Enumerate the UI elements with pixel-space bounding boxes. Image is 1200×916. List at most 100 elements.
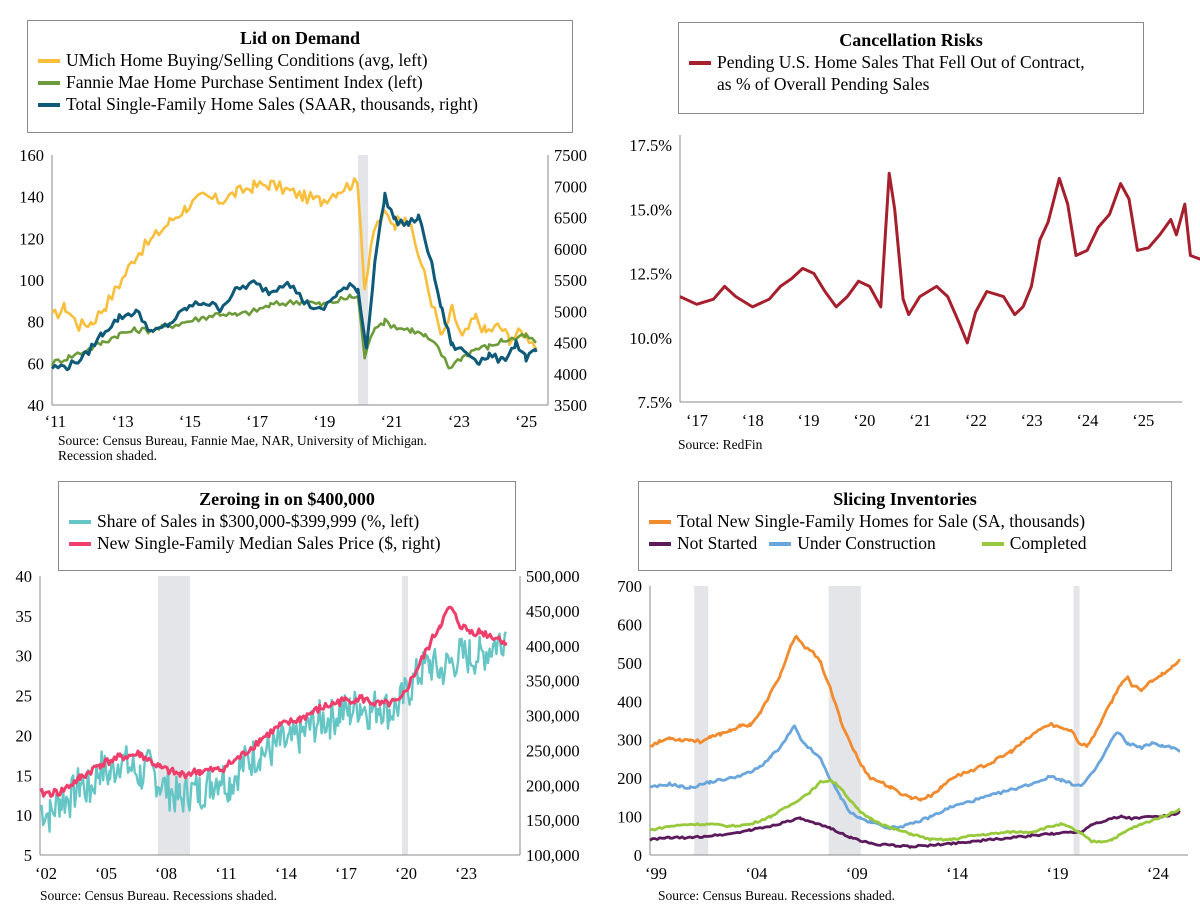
y-tick-label: 0 <box>634 846 642 865</box>
x-tick-label: ‘19 <box>313 412 335 431</box>
recession-band <box>694 586 709 855</box>
y-tick-label-left: 60 <box>28 354 45 373</box>
x-tick-label: ‘20 <box>853 411 875 430</box>
y-tick-label-left: 100 <box>19 271 44 290</box>
y-tick-label-left: 35 <box>16 607 33 626</box>
y-tick-label: 400 <box>617 692 642 711</box>
series-line-under-construction <box>649 724 1181 831</box>
x-tick-label: ‘99 <box>645 864 667 883</box>
y-tick-label: 300 <box>617 731 642 750</box>
y-tick-label-right: 150,000 <box>526 811 580 830</box>
y-tick-label: 700 <box>617 577 642 596</box>
y-tick-label-left: 20 <box>16 726 33 745</box>
x-tick-label: ‘09 <box>846 864 868 883</box>
chart-cancellation-risks: 7.5% 10.0% 12.5% 15.0% 17.5% ‘17 ‘18 ‘19 ‘20 ‘21 ‘… <box>629 135 1200 430</box>
legend-swatch-umich <box>38 58 60 63</box>
y-tick-label-right: 250,000 <box>526 741 580 760</box>
y-tick-label-left: 80 <box>28 313 45 332</box>
y-tick-label-left: 40 <box>28 396 45 415</box>
y-tick-label: 12.5% <box>629 265 672 284</box>
y-tick-label-right: 100,000 <box>526 846 580 865</box>
y-tick-label-right: 7500 <box>554 146 587 165</box>
x-tick-label: ‘02 <box>35 864 57 883</box>
x-tick-label: ‘14 <box>946 864 968 883</box>
legend-cancellation-risks: Cancellation Risks Pending U.S. Home Sal… <box>678 22 1144 114</box>
chart-title: Zeroing in on $400,000 <box>199 489 375 509</box>
series-line-total <box>649 635 1181 802</box>
y-tick-label-right: 200,000 <box>526 776 580 795</box>
chart-title: Lid on Demand <box>239 28 361 48</box>
x-tick-label: ‘24 <box>1147 864 1169 883</box>
y-tick-label-right: 300,000 <box>526 707 580 726</box>
chart-panel-cancellation-risks: 7.5% 10.0% 12.5% 15.0% 17.5% ‘17 ‘18 ‘19 ‘20 ‘21 ‘… <box>600 0 1200 470</box>
y-tick-label-left: 140 <box>19 188 44 207</box>
x-tick-label: ‘23 <box>1021 411 1043 430</box>
legend-swatch-sales <box>38 102 60 107</box>
legend-item-share: Share of Sales in $300,000-$399,999 (%, … <box>69 510 505 532</box>
legend-item-redfin: Pending U.S. Home Sales That Fell Out of… <box>689 51 1133 73</box>
chart-panel-lid-on-demand: 40 60 80 100 120 140 160 3500 4000 4500 5000 5500 60… <box>0 0 600 470</box>
series-line-sales <box>50 191 538 372</box>
y-tick-label-left: 40 <box>16 567 33 586</box>
legend-swatch-share <box>69 519 91 524</box>
recession-band <box>1073 586 1080 855</box>
chart-title: Slicing Inventories <box>833 489 977 509</box>
y-tick-label-right: 3500 <box>554 396 587 415</box>
legend-slicing-inventories: Slicing Inventories Total New Single-Fam… <box>638 481 1172 571</box>
recession-band <box>828 586 861 855</box>
source-note: Source: Census Bureau, Fannie Mae, NAR, … <box>58 433 427 463</box>
y-tick-label-right: 450,000 <box>526 602 580 621</box>
y-tick-label-right: 4500 <box>554 334 587 353</box>
x-tick-label: ‘18 <box>742 411 764 430</box>
source-note: Source: RedFin <box>678 437 763 452</box>
y-tick-label: 10.0% <box>629 329 672 348</box>
y-tick-label-right: 6500 <box>554 209 587 228</box>
y-tick-label-left: 120 <box>19 229 44 248</box>
y-tick-label-left: 5 <box>24 846 32 865</box>
source-note: Source: Census Bureau. Recessions shaded… <box>40 888 277 903</box>
y-tick-label: 200 <box>617 769 642 788</box>
legend-zeroing-in: Zeroing in on $400,000 Share of Sales in… <box>58 481 516 571</box>
y-tick-label-left: 10 <box>16 806 33 825</box>
recession-band <box>158 576 190 855</box>
x-tick-label: ‘21 <box>381 412 403 431</box>
x-tick-label: ‘20 <box>395 864 417 883</box>
series-line-price <box>39 605 508 798</box>
x-tick-label: ‘05 <box>95 864 117 883</box>
legend-swatch-total <box>649 519 671 524</box>
y-tick-label: 15.0% <box>629 200 672 219</box>
chart-panel-zeroing-in: 5 10 15 20 25 30 35 40 100,000 150,000 200,000 250,… <box>0 470 600 916</box>
legend-swatch-redfin <box>689 60 711 65</box>
recession-band <box>402 576 408 855</box>
x-tick-label: ‘19 <box>798 411 820 430</box>
x-tick-label: ‘14 <box>275 864 297 883</box>
chart-panel-slicing-inventories: 0 100 200 300 400 500 600 700 ‘99 ‘04 ‘09 ‘14 ‘19 ‘24… <box>600 470 1200 916</box>
x-tick-label: ‘04 <box>745 864 767 883</box>
y-tick-label-right: 400,000 <box>526 637 580 656</box>
legend-lid-on-demand: Lid on Demand UMich Home Buying/Selling … <box>27 20 573 133</box>
x-tick-label: ‘24 <box>1076 411 1098 430</box>
y-tick-label-right: 6000 <box>554 240 587 259</box>
x-tick-label: ‘23 <box>455 864 477 883</box>
series-line-not-started <box>649 810 1181 849</box>
y-tick-label-right: 4000 <box>554 365 587 384</box>
y-tick-label-right: 500,000 <box>526 567 580 586</box>
y-tick-label-right: 5500 <box>554 271 587 290</box>
series-line-fall-out-rate <box>679 171 1200 345</box>
x-tick-label: ‘17 <box>686 411 708 430</box>
source-note: Source: Census Bureau. Recessions shaded… <box>658 888 895 903</box>
x-tick-label: ‘25 <box>515 412 537 431</box>
x-tick-label: ‘19 <box>1046 864 1068 883</box>
x-tick-label: ‘15 <box>179 412 201 431</box>
x-tick-label: ‘11 <box>45 412 66 431</box>
legend-item-umich: UMich Home Buying/Selling Conditions (av… <box>38 49 562 71</box>
y-tick-label: 600 <box>617 615 642 634</box>
series-line-umich <box>51 177 538 351</box>
series-line-completed <box>649 778 1181 844</box>
x-tick-label: ‘22 <box>965 411 987 430</box>
legend-item-sales: Total Single-Family Home Sales (SAAR, th… <box>38 93 562 115</box>
x-tick-label: ‘13 <box>112 412 134 431</box>
x-tick-label: ‘23 <box>448 412 470 431</box>
chart-title: Cancellation Risks <box>839 30 983 50</box>
legend-item-redfin-line2: as % of Overall Pending Sales <box>717 74 930 94</box>
